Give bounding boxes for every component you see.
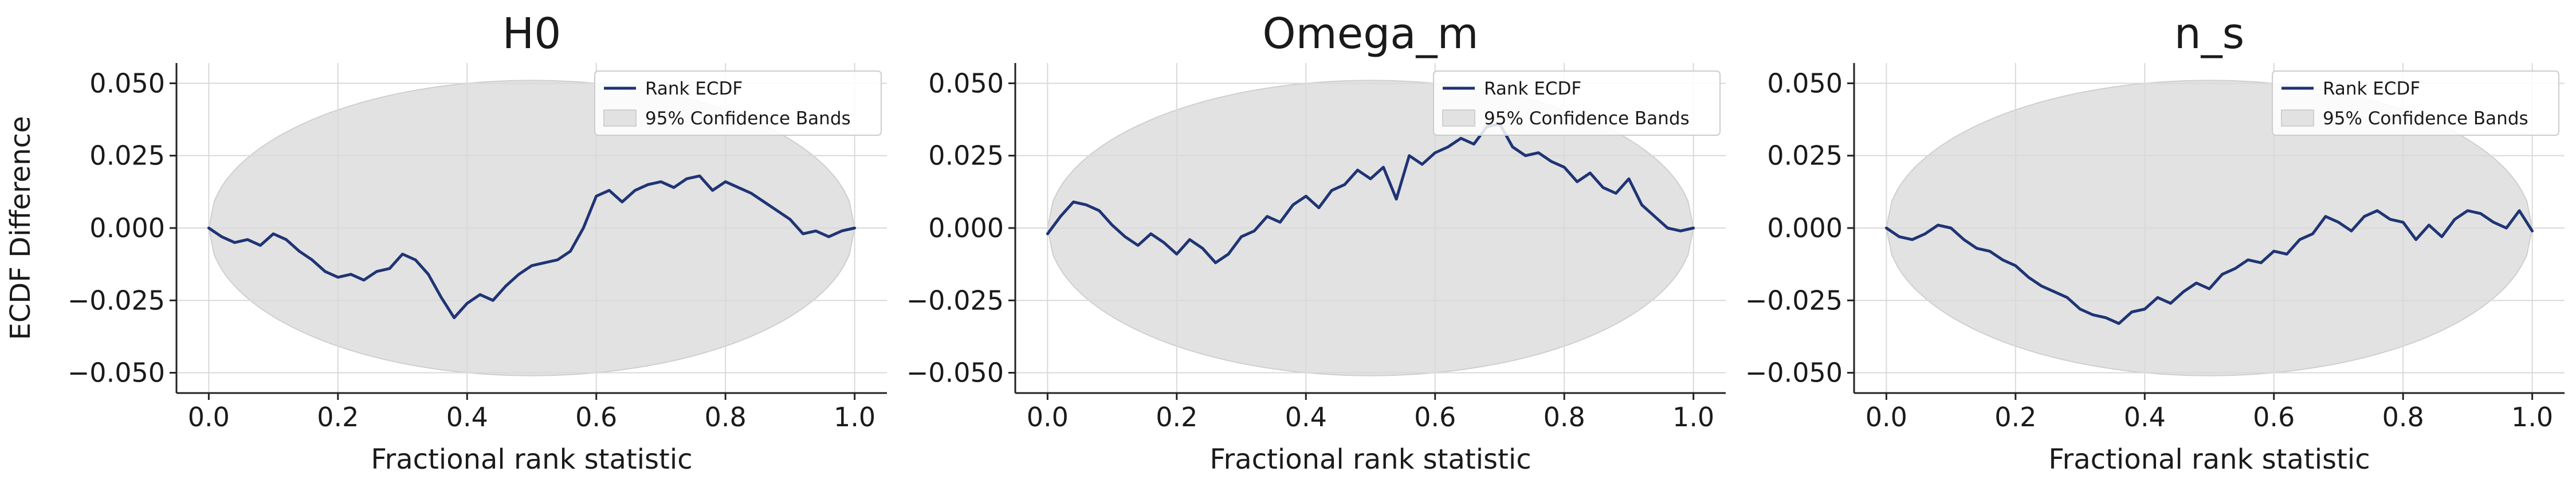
y-tick-label: 0.000 (89, 213, 165, 243)
legend: Rank ECDF 95% Confidence Bands (2272, 70, 2559, 136)
x-tick-label: 0.4 (1285, 402, 1327, 433)
x-tick-label: 0.6 (2253, 402, 2295, 433)
rank-ecdf-line (207, 174, 857, 320)
rank-ecdf-line (1884, 209, 2534, 325)
panel-1: 0.0 0.2 0.4 0.6 0.8 1.0 −0.050 −0.025 0.000 0.025… (906, 9, 1726, 476)
legend-band-swatch (1442, 109, 1475, 127)
x-axis-label: Fractional rank statistic (2048, 443, 2370, 476)
x-tick-label: 1.0 (1672, 402, 1714, 433)
y-tick-label: 0.000 (928, 213, 1004, 243)
x-tick-label: 0.8 (2382, 402, 2424, 433)
legend-box (2272, 70, 2559, 136)
legend-band-swatch (603, 109, 637, 127)
y-tick-label: 0.000 (1767, 213, 1843, 243)
y-tick-label: −0.050 (68, 358, 165, 388)
x-axis-label: Fractional rank statistic (371, 443, 692, 476)
x-tick-label: 0.0 (1866, 402, 1907, 433)
x-tick-label: 0.0 (188, 402, 230, 433)
y-tick-label: 0.050 (89, 68, 165, 99)
legend-label-confidence-bands: 95% Confidence Bands (2323, 108, 2528, 129)
x-tick-label: 0.6 (575, 402, 617, 433)
panel-title: n_s (2174, 9, 2244, 58)
x-tick-label: 1.0 (2511, 402, 2553, 433)
y-axis-label: ECDF Difference (5, 116, 37, 340)
legend-box (594, 70, 882, 136)
y-tick-label: 0.025 (928, 140, 1004, 171)
panel-title: H0 (502, 9, 561, 58)
panel-0: 0.0 0.2 0.4 0.6 0.8 1.0 −0.050 −0.025 0.000 0.025… (68, 9, 887, 476)
y-tick-label: 0.025 (89, 140, 165, 171)
y-tick-label: 0.050 (1767, 68, 1843, 99)
x-tick-label: 0.4 (446, 402, 488, 433)
y-tick-label: 0.050 (928, 68, 1004, 99)
legend-band-swatch (2281, 109, 2314, 127)
x-tick-label: 0.8 (1544, 402, 1585, 433)
panel-title: Omega_m (1262, 9, 1478, 58)
legend: Rank ECDF 95% Confidence Bands (1433, 70, 1721, 136)
x-tick-label: 0.4 (2124, 402, 2166, 433)
y-tick-label: −0.050 (906, 358, 1004, 388)
legend-label-rank-ecdf: Rank ECDF (1484, 78, 1581, 99)
x-axis-label: Fractional rank statistic (1210, 443, 1531, 476)
x-tick-label: 0.2 (1156, 402, 1197, 433)
rank-ecdf-line (1046, 122, 1695, 265)
x-tick-label: 0.0 (1027, 402, 1069, 433)
x-tick-label: 0.2 (317, 402, 359, 433)
legend-label-confidence-bands: 95% Confidence Bands (645, 108, 851, 129)
legend-box (1433, 70, 1721, 136)
y-tick-label: 0.025 (1767, 140, 1843, 171)
y-tick-label: −0.050 (1745, 358, 1843, 388)
panel-2: 0.0 0.2 0.4 0.6 0.8 1.0 −0.050 −0.025 0.000 0.025… (1745, 9, 2565, 476)
x-tick-label: 1.0 (834, 402, 875, 433)
y-tick-label: −0.025 (68, 285, 165, 316)
y-tick-label: −0.025 (1745, 285, 1843, 316)
legend: Rank ECDF 95% Confidence Bands (594, 70, 882, 136)
legend-label-rank-ecdf: Rank ECDF (645, 78, 743, 99)
x-tick-label: 0.2 (1994, 402, 2036, 433)
panels: 0.0 0.2 0.4 0.6 0.8 1.0 −0.050 −0.025 0.000 0.025… (68, 9, 2565, 476)
x-tick-label: 0.6 (1414, 402, 1456, 433)
x-tick-label: 0.8 (705, 402, 747, 433)
legend-label-confidence-bands: 95% Confidence Bands (1484, 108, 1690, 129)
legend-label-rank-ecdf: Rank ECDF (2323, 78, 2420, 99)
y-tick-label: −0.025 (906, 285, 1004, 316)
